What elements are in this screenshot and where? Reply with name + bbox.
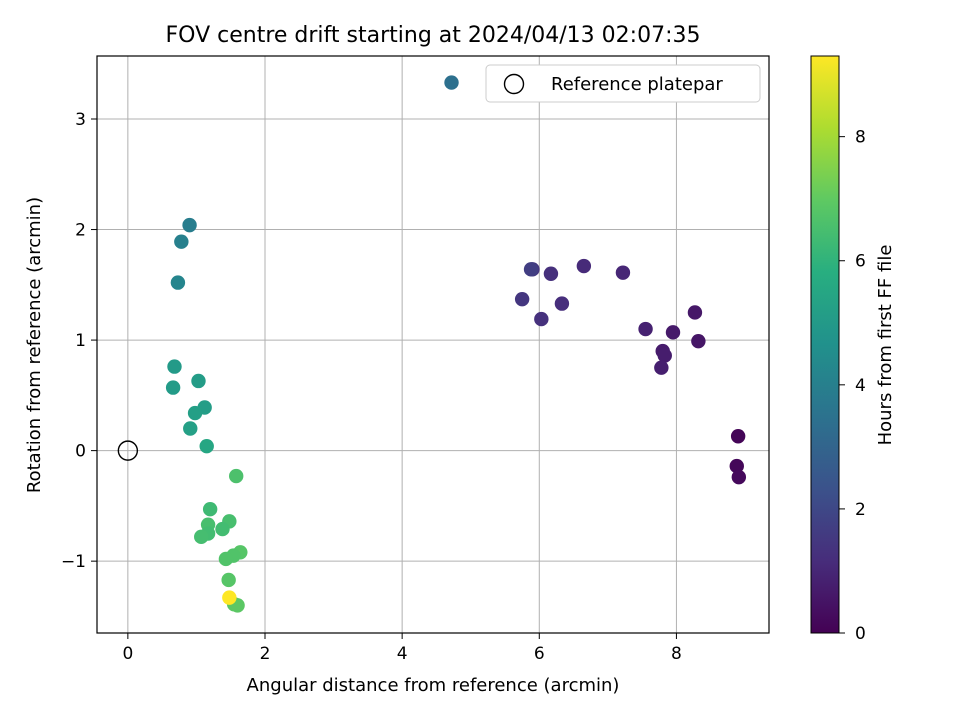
colorbar: 0 2 4 6 8 Hours from first FF file [810, 55, 896, 644]
scatter-point [576, 258, 592, 274]
scatter-point [218, 551, 234, 567]
y-tick-label: 1 [75, 331, 86, 351]
y-axis-label: Rotation from reference (arcmin) [24, 197, 45, 493]
legend-label-reference: Reference platepar [551, 74, 723, 95]
scatter-point [691, 333, 706, 349]
scatter-point [191, 373, 206, 389]
scatter-point [729, 458, 744, 474]
scatter-point [167, 359, 182, 374]
reference-platepar-marker [117, 440, 139, 461]
scatter-point [554, 296, 570, 311]
data-points [117, 75, 747, 613]
colorbar-tick-label: 0 [855, 624, 866, 644]
legend-marker-reference [503, 73, 525, 95]
y-tick-label: 2 [75, 221, 86, 241]
scatter-point [165, 380, 181, 395]
scatter-point [215, 521, 230, 537]
grid [97, 56, 769, 633]
colorbar-scale [810, 55, 840, 634]
scatter-point [221, 572, 236, 588]
scatter-point [202, 501, 218, 517]
scatter-point [194, 529, 209, 545]
scatter-point [182, 217, 197, 233]
colorbar-label: Hours from first FF file [875, 245, 896, 446]
scatter-point [615, 265, 631, 280]
colorbar-tick-label: 6 [855, 252, 866, 272]
y-tick-label: 0 [75, 442, 86, 462]
scatter-point [534, 311, 549, 327]
scatter-point [514, 291, 530, 307]
scatter-point [657, 348, 672, 363]
colorbar-ticks: 0 2 4 6 8 [839, 128, 866, 644]
colorbar-tick-label: 2 [855, 500, 866, 520]
x-tick-label: 0 [122, 644, 133, 664]
scatter-point [654, 360, 669, 375]
scatter-point [638, 321, 653, 337]
colorbar-tick-label: 8 [855, 128, 866, 148]
plot-frame [96, 55, 770, 634]
x-axis-label: Angular distance from reference (arcmin) [247, 675, 620, 696]
scatter-point [543, 266, 559, 281]
scatter-point [444, 75, 459, 90]
x-tick-label: 2 [260, 644, 271, 664]
x-tick-label: 8 [671, 644, 682, 664]
chart-title: FOV centre drift starting at 2024/04/13 … [166, 23, 701, 48]
legend-box [485, 64, 761, 103]
scatter-point [730, 429, 746, 444]
scatter-point [523, 262, 539, 277]
scatter-point [222, 590, 237, 605]
scatter-point [170, 275, 186, 290]
colorbar-tick-label: 4 [855, 376, 866, 396]
scatter-point [199, 438, 214, 454]
x-tick-label: 6 [534, 644, 545, 664]
scatter-point [731, 469, 747, 485]
y-tick-label: −1 [61, 552, 86, 572]
y-tick-label: 3 [75, 110, 86, 130]
x-tick-label: 4 [397, 644, 408, 664]
scatter-point [687, 305, 703, 320]
legend: Reference platepar [485, 64, 761, 103]
axis-ticks: 0 2 4 6 8 −1 0 1 2 3 [61, 110, 682, 664]
scatter-point [665, 325, 681, 340]
scatter-point [187, 405, 203, 421]
scatter-point [174, 234, 189, 249]
scatter-point [229, 468, 244, 484]
scatter-point [183, 421, 198, 436]
